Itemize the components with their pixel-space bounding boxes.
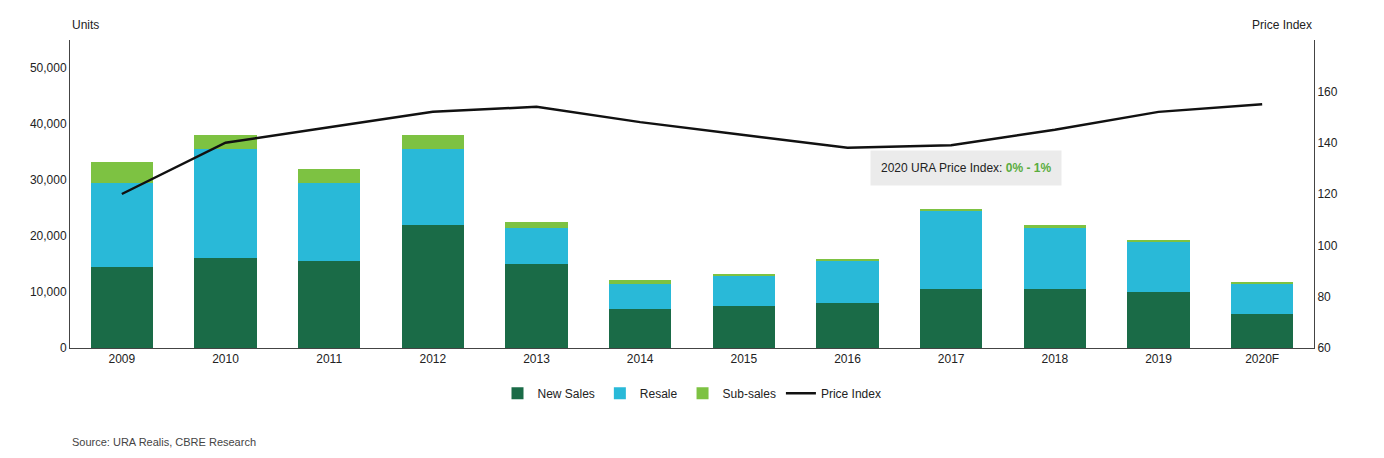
svg-text:2017: 2017 xyxy=(938,352,965,366)
svg-text:2015: 2015 xyxy=(730,352,757,366)
svg-text:2018: 2018 xyxy=(1041,352,1068,366)
svg-text:160: 160 xyxy=(1317,85,1337,99)
svg-text:30,000: 30,000 xyxy=(30,173,67,187)
svg-text:50,000: 50,000 xyxy=(30,61,67,75)
svg-text:Sub-sales: Sub-sales xyxy=(723,387,776,401)
svg-text:40,000: 40,000 xyxy=(30,117,67,131)
svg-text:10,000: 10,000 xyxy=(30,285,67,299)
svg-text:Resale: Resale xyxy=(640,387,678,401)
svg-text:Source: URA Realis, CBRE Resea: Source: URA Realis, CBRE Research xyxy=(72,436,256,448)
svg-text:100: 100 xyxy=(1317,239,1337,253)
svg-text:Price Index: Price Index xyxy=(1252,18,1312,32)
svg-text:2019: 2019 xyxy=(1145,352,1172,366)
svg-text:60: 60 xyxy=(1317,341,1331,355)
svg-text:2013: 2013 xyxy=(523,352,550,366)
svg-text:140: 140 xyxy=(1317,136,1337,150)
svg-text:2011: 2011 xyxy=(316,352,342,366)
svg-text:120: 120 xyxy=(1317,187,1337,201)
svg-text:2012: 2012 xyxy=(419,352,446,366)
svg-text:80: 80 xyxy=(1317,290,1331,304)
svg-text:2010: 2010 xyxy=(212,352,239,366)
svg-text:Price Index: Price Index xyxy=(821,387,881,401)
svg-text:2020F: 2020F xyxy=(1245,352,1279,366)
svg-text:2016: 2016 xyxy=(834,352,861,366)
svg-text:0: 0 xyxy=(60,341,67,355)
svg-text:2020 URA Price Index: 0% - 1%: 2020 URA Price Index: 0% - 1% xyxy=(881,161,1051,175)
svg-text:20,000: 20,000 xyxy=(30,229,67,243)
svg-text:New Sales: New Sales xyxy=(538,387,595,401)
svg-text:2014: 2014 xyxy=(627,352,654,366)
svg-text:Units: Units xyxy=(72,18,99,32)
svg-text:2009: 2009 xyxy=(108,352,135,366)
